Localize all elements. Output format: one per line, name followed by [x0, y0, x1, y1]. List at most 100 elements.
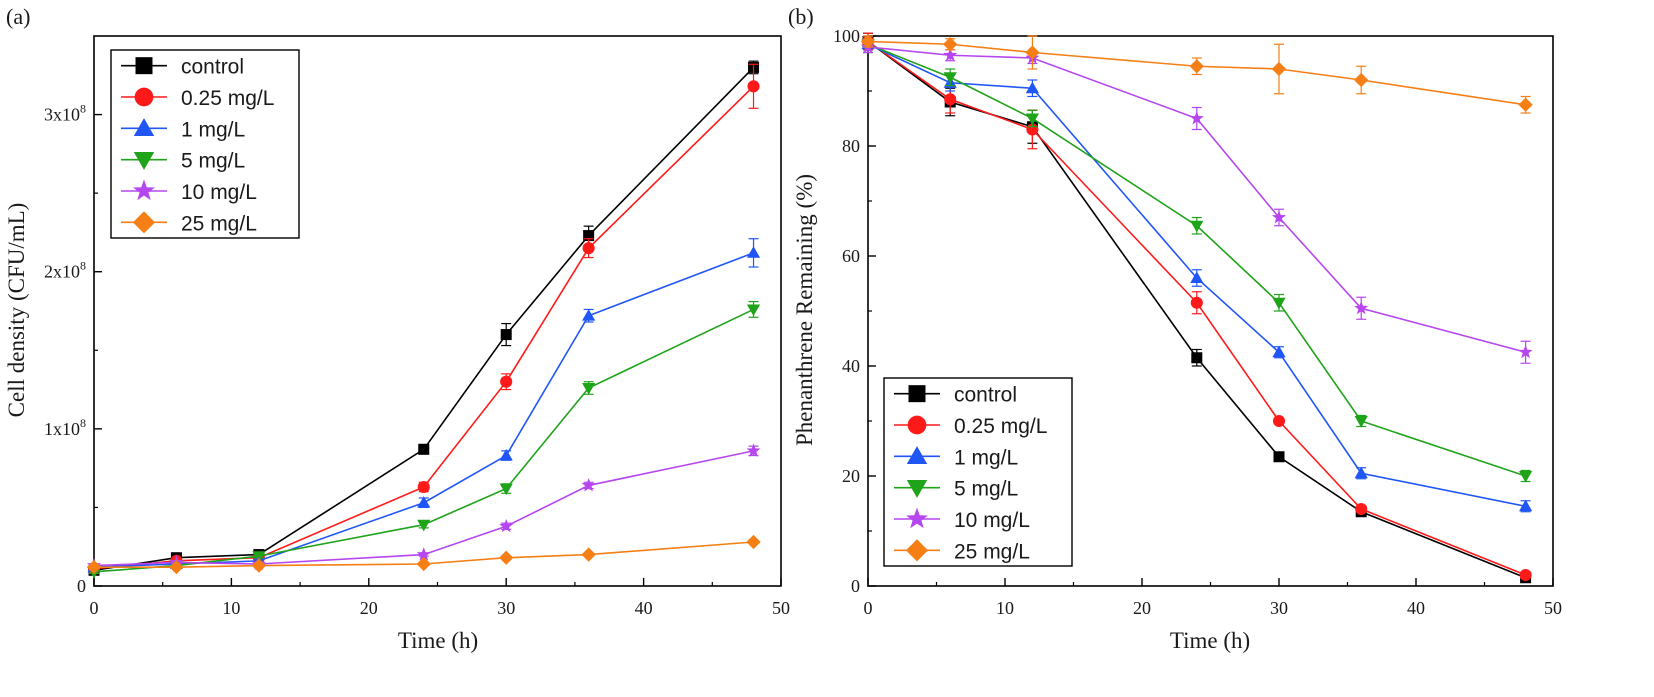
data-point [746, 246, 761, 258]
y-tick-label: 1x108 [44, 416, 86, 439]
data-point [746, 443, 761, 457]
data-point [500, 375, 513, 388]
y-axis-label-a: Cell density (CFU/mL) [4, 203, 29, 418]
legend-marker [135, 57, 153, 75]
data-point [1191, 352, 1203, 364]
plot-area-a: 0 10 20 30 40 50 0 1x108 2x108 3x108 [44, 35, 790, 618]
data-point [1190, 220, 1204, 233]
data-point [86, 559, 102, 575]
series-25-mg-l [860, 34, 1533, 114]
data-point [746, 534, 761, 550]
data-point [1271, 210, 1287, 224]
legend-label: 5 mg/L [954, 478, 1018, 501]
legend-marker [133, 152, 155, 170]
legend-label: 10 mg/L [954, 509, 1030, 532]
data-point [582, 242, 595, 255]
x-tick-label: 50 [1544, 598, 1562, 618]
data-point [1354, 300, 1369, 315]
data-point [1272, 345, 1286, 358]
legend-marker [132, 211, 156, 234]
y-tick-label: 3x108 [44, 102, 86, 125]
legend-label: 25 mg/L [181, 212, 257, 235]
y-tick-label: 0 [77, 576, 86, 596]
data-point [1518, 344, 1533, 359]
panel-a: (a) Cell density (CFU/mL) Time (h) 0 10 20… [4, 4, 790, 653]
y-tick-label: 80 [842, 136, 860, 156]
series-5-mg-l [87, 300, 761, 579]
legend-entry: 0.25 mg/L [894, 415, 1047, 438]
data-point [1272, 414, 1286, 428]
legend-label: 25 mg/L [954, 540, 1030, 563]
data-point [581, 547, 596, 562]
y-tick-label: 0 [851, 576, 860, 596]
panel-label-a: (a) [6, 4, 30, 29]
y-tick-label: 100 [833, 26, 860, 46]
data-point [169, 559, 184, 575]
data-point [1354, 416, 1368, 428]
legend-label: 1 mg/L [181, 118, 245, 141]
data-point [582, 383, 596, 395]
x-tick-label: 50 [772, 598, 790, 618]
x-tick-label: 40 [1407, 598, 1425, 618]
data-point [499, 550, 514, 565]
legend-entry: 10 mg/L [894, 507, 1030, 532]
data-point [1025, 81, 1039, 94]
legend-box [110, 49, 300, 239]
data-point [1271, 61, 1287, 77]
legend-box [883, 377, 1073, 567]
data-point [1519, 499, 1533, 512]
legend-entry: control [121, 56, 244, 79]
legend-label: control [954, 384, 1017, 407]
legend-marker [907, 415, 927, 435]
x-tick-label: 30 [1270, 598, 1288, 618]
panel-b: (b) Phenanthrene Remaining (%) Time (h) … [788, 4, 1562, 653]
legend-entry: 25 mg/L [121, 211, 257, 235]
data-point [500, 329, 512, 341]
data-point [417, 496, 431, 508]
x-tick-label: 0 [864, 598, 873, 618]
data-point [416, 547, 431, 561]
legend-label: 5 mg/L [181, 150, 245, 173]
legend-label: 0.25 mg/L [181, 87, 274, 110]
data-point [418, 443, 430, 455]
legend-entry: 10 mg/L [121, 179, 257, 204]
data-point [1189, 111, 1204, 125]
data-point [1025, 45, 1040, 60]
data-point [1519, 471, 1533, 483]
data-point [1272, 297, 1286, 310]
legend-entry: 1 mg/L [894, 446, 1018, 469]
legend-entry: control [894, 384, 1017, 407]
data-point [416, 556, 431, 572]
legend-a: control 0.25 mg/L 1 mg/L 5 mg/L 10 mg/L 25 mg… [110, 49, 300, 239]
legend-label: 10 mg/L [181, 181, 257, 204]
data-point [1355, 502, 1368, 516]
series-line [93, 308, 754, 573]
data-point [747, 80, 760, 93]
legend-b: control 0.25 mg/L 1 mg/L 5 mg/L 10 mg/L 25 mg… [883, 377, 1073, 567]
data-point [581, 478, 596, 492]
legend-marker [133, 118, 155, 136]
x-axis-label-a: Time (h) [398, 628, 478, 653]
y-tick-label: 40 [842, 356, 860, 376]
data-point [746, 304, 761, 317]
legend-label: 0.25 mg/L [954, 415, 1047, 438]
y-tick-label: 2x108 [44, 259, 86, 282]
legend-label: control [181, 56, 244, 79]
data-point [943, 37, 958, 52]
legend-entry: 5 mg/L [894, 478, 1018, 501]
x-tick-label: 10 [222, 598, 240, 618]
legend-marker [908, 385, 926, 403]
legend-marker [906, 507, 928, 529]
panel-label-b: (b) [788, 4, 814, 29]
x-tick-label: 0 [90, 598, 99, 618]
legend-label: 1 mg/L [954, 446, 1018, 469]
legend-marker [906, 480, 928, 498]
x-tick-label: 40 [635, 598, 653, 618]
x-tick-label: 30 [497, 598, 515, 618]
legend-marker [134, 87, 154, 107]
x-axis-label-b: Time (h) [1170, 628, 1250, 653]
data-point [943, 72, 957, 84]
x-tick-label: 20 [360, 598, 378, 618]
data-point [1354, 466, 1368, 479]
data-point [860, 34, 876, 49]
